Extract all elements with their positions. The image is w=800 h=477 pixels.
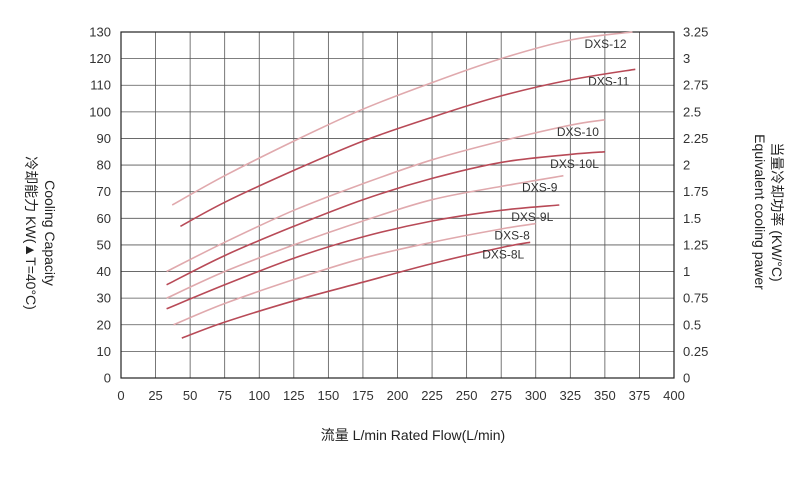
y-tick-label: 90 <box>97 131 111 146</box>
series-label-dxs-12: DXS-12 <box>584 37 626 51</box>
y-tick-label: 50 <box>97 237 111 252</box>
y-right-tick-label: 2.75 <box>683 78 708 93</box>
right-axis-title-en: Equivalent cooling pawer <box>752 134 768 290</box>
y-right-tick-label: 0.25 <box>683 344 708 359</box>
series-label-dxs-9: DXS-9 <box>522 181 558 195</box>
x-tick-label: 275 <box>490 388 512 403</box>
y-tick-label: 10 <box>97 344 111 359</box>
x-tick-label: 175 <box>352 388 374 403</box>
y-right-tick-label: 2.5 <box>683 104 701 119</box>
series-line-dxs-12 <box>171 31 633 206</box>
y-tick-label: 20 <box>97 317 111 332</box>
right-axis-title-cn: 当量冷却功率 (KW/°C) <box>769 142 785 281</box>
x-tick-label: 100 <box>248 388 270 403</box>
series-lines <box>166 31 636 339</box>
series-line-dxs-8 <box>173 222 536 326</box>
y-right-tick-label: 0 <box>683 371 690 386</box>
x-tick-label: 0 <box>117 388 124 403</box>
y-right-tick-label: 0.75 <box>683 291 708 306</box>
x-tick-label: 225 <box>421 388 443 403</box>
series-label-dxs-11: DXS-11 <box>588 74 629 88</box>
series-label-dxs-8l: DXS-8L <box>482 247 524 261</box>
left-axis-title-en: Cooling Capacity <box>42 180 58 286</box>
y-right-tick-label: 0.5 <box>683 317 701 332</box>
y-tick-label: 100 <box>89 104 111 119</box>
y-right-tick-label: 2 <box>683 158 690 173</box>
x-tick-label: 150 <box>318 388 340 403</box>
y-tick-label: 0 <box>104 371 111 386</box>
series-labels: DXS-12 DXS-11 DXS-10 DXS-10L DXS-9 DXS-9L DXS-… <box>482 37 629 261</box>
y-right-tick-label: 1 <box>683 264 690 279</box>
series-label-dxs-8: DXS-8 <box>494 229 530 243</box>
series-line-dxs-9l <box>166 204 560 310</box>
series-line-dxs-10 <box>166 119 606 273</box>
y-tick-label: 70 <box>97 184 111 199</box>
tick-labels: 0 25 50 75 100 125 150 175 200 225 250 275 300 325 350… <box>89 25 708 404</box>
x-tick-label: 325 <box>559 388 581 403</box>
y-tick-label: 110 <box>90 78 111 93</box>
y-tick-label: 130 <box>89 25 111 40</box>
series-label-dxs-9l: DXS-9L <box>511 210 553 224</box>
x-tick-label: 75 <box>217 388 231 403</box>
series-line-dxs-9 <box>166 174 564 299</box>
series-line-dxs-11 <box>180 68 636 228</box>
y-right-tick-label: 1.5 <box>683 211 701 226</box>
series-line-dxs-8l <box>181 241 531 339</box>
x-tick-label: 400 <box>663 388 685 403</box>
y-tick-label: 80 <box>97 158 111 173</box>
x-tick-label: 350 <box>594 388 616 403</box>
series-label-dxs-10l: DXS-10L <box>550 157 599 171</box>
grid <box>120 31 675 379</box>
x-tick-label: 300 <box>525 388 547 403</box>
y-tick-label: 30 <box>97 291 111 306</box>
plot-frame <box>120 31 675 379</box>
x-tick-label: 25 <box>148 388 162 403</box>
left-axis-title-cn: 冷却能力 KW(▲T=40°C) <box>23 156 39 310</box>
y-right-tick-label: 1.25 <box>683 237 708 252</box>
x-axis-title: 流量 L/min Rated Flow(L/min) <box>321 427 505 443</box>
x-tick-label: 200 <box>387 388 409 403</box>
x-tick-label: 250 <box>456 388 478 403</box>
x-tick-label: 375 <box>629 388 651 403</box>
y-right-tick-label: 3 <box>683 51 690 66</box>
x-tick-label: 125 <box>283 388 305 403</box>
y-tick-label: 40 <box>97 264 111 279</box>
y-right-tick-label: 2.25 <box>683 131 708 146</box>
x-tick-label: 50 <box>183 388 197 403</box>
y-right-tick-label: 1.75 <box>683 184 708 199</box>
y-right-tick-label: 3.25 <box>683 25 708 40</box>
y-tick-label: 120 <box>89 51 111 66</box>
series-line-dxs-10l <box>166 151 605 286</box>
y-tick-label: 60 <box>97 211 111 226</box>
series-label-dxs-10: DXS-10 <box>557 125 599 139</box>
